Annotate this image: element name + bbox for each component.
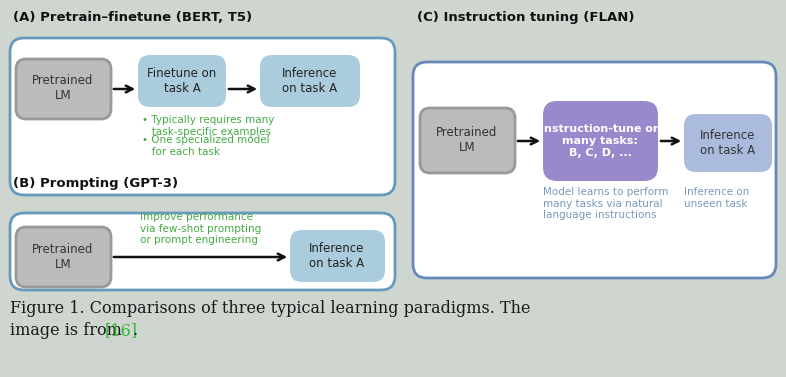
Text: Finetune on
task A: Finetune on task A — [148, 67, 217, 95]
Text: (B) Prompting (GPT-3): (B) Prompting (GPT-3) — [13, 177, 178, 190]
FancyBboxPatch shape — [10, 213, 395, 290]
Text: .: . — [133, 322, 138, 339]
Text: (C) Instruction tuning (FLAN): (C) Instruction tuning (FLAN) — [417, 11, 634, 24]
Text: • One specialized model
   for each task: • One specialized model for each task — [142, 135, 270, 156]
Text: Instruction-tune on
many tasks:
B, C, D, ...: Instruction-tune on many tasks: B, C, D,… — [540, 124, 660, 158]
Text: • Typically requires many
   task-specific examples: • Typically requires many task-specific … — [142, 115, 274, 136]
FancyBboxPatch shape — [16, 227, 111, 287]
FancyBboxPatch shape — [16, 59, 111, 119]
Text: Improve performance
via few-shot prompting
or prompt engineering: Improve performance via few-shot prompti… — [140, 212, 261, 245]
Text: Pretrained
LM: Pretrained LM — [32, 243, 94, 271]
Text: Inference
on task A: Inference on task A — [282, 67, 338, 95]
FancyBboxPatch shape — [684, 114, 772, 172]
Text: image is from: image is from — [10, 322, 127, 339]
Text: Model learns to perform
many tasks via natural
language instructions: Model learns to perform many tasks via n… — [543, 187, 669, 220]
FancyBboxPatch shape — [10, 38, 395, 195]
FancyBboxPatch shape — [413, 62, 776, 278]
Text: Inference
on task A: Inference on task A — [700, 129, 755, 157]
Text: (A) Pretrain–finetune (BERT, T5): (A) Pretrain–finetune (BERT, T5) — [13, 11, 252, 24]
FancyBboxPatch shape — [543, 101, 658, 181]
Text: Inference on
unseen task: Inference on unseen task — [684, 187, 749, 208]
FancyBboxPatch shape — [260, 55, 360, 107]
Text: [16]: [16] — [105, 322, 138, 339]
Text: Figure 1. Comparisons of three typical learning paradigms. The: Figure 1. Comparisons of three typical l… — [10, 300, 531, 317]
Text: Inference
on task A: Inference on task A — [310, 242, 365, 270]
Text: Pretrained
LM: Pretrained LM — [32, 74, 94, 102]
FancyBboxPatch shape — [138, 55, 226, 107]
FancyBboxPatch shape — [290, 230, 385, 282]
FancyBboxPatch shape — [420, 108, 515, 173]
Text: Pretrained
LM: Pretrained LM — [436, 126, 498, 154]
